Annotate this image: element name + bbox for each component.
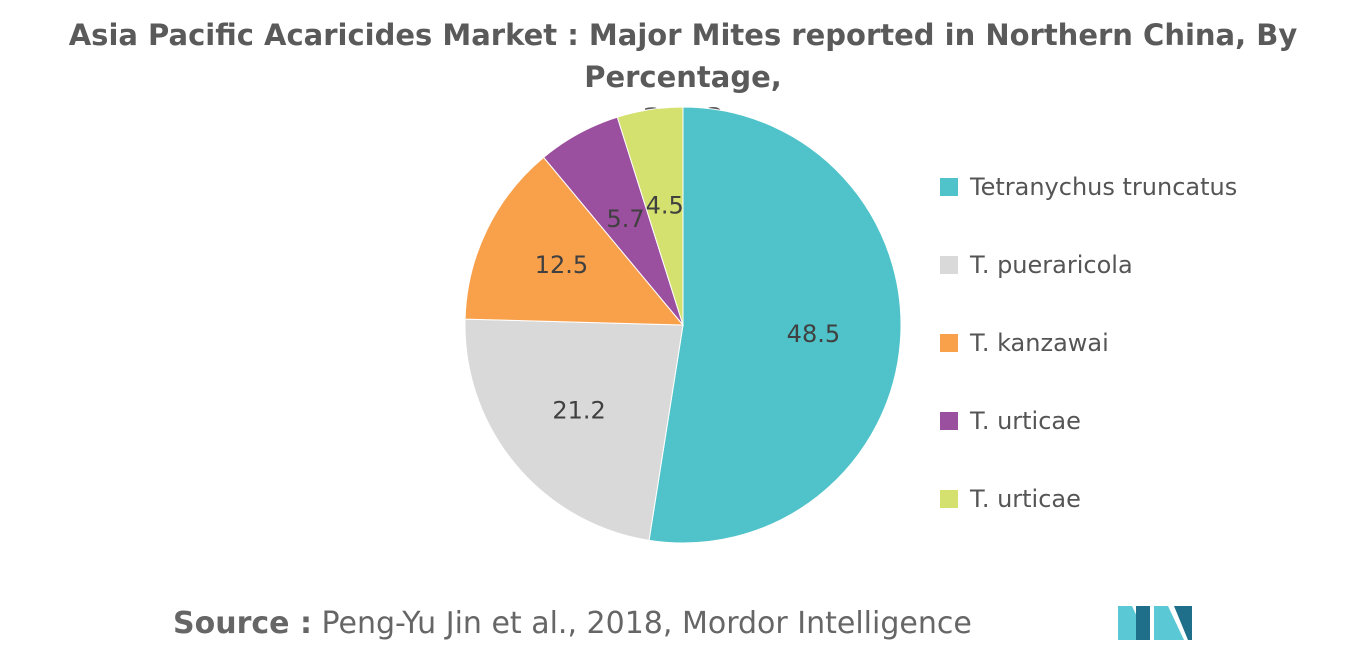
legend-swatch: [940, 334, 958, 352]
legend-label: T. urticae: [970, 485, 1081, 513]
legend-item: T. pueraricola: [940, 226, 1237, 304]
slice-value-label: 4.5: [646, 192, 684, 220]
legend-label: T. kanzawai: [970, 329, 1109, 357]
legend: Tetranychus truncatus T. pueraricola T. …: [940, 148, 1237, 538]
source-text: Peng-Yu Jin et al., 2018, Mordor Intelli…: [311, 606, 972, 641]
legend-swatch: [940, 178, 958, 196]
chart-title: Asia Pacific Acaricides Market : Major M…: [0, 14, 1366, 140]
slice-value-label: 21.2: [552, 396, 605, 424]
slice-value-label: 5.7: [606, 205, 644, 233]
slice-value-label: 12.5: [535, 251, 588, 279]
legend-item: Tetranychus truncatus: [940, 148, 1237, 226]
slice-value-label: 48.5: [787, 320, 840, 348]
source-note: Source : Peng-Yu Jin et al., 2018, Mordo…: [173, 606, 972, 641]
legend-item: T. urticae: [940, 382, 1237, 460]
legend-item: T. urticae: [940, 460, 1237, 538]
legend-swatch: [940, 490, 958, 508]
legend-label: Tetranychus truncatus: [970, 173, 1238, 201]
pie-slice: [464, 156, 685, 326]
pie-slice: [464, 318, 684, 541]
legend-swatch: [940, 256, 958, 274]
source-prefix: Source :: [173, 606, 312, 641]
pie-slice: [616, 106, 684, 326]
legend-label: T. urticae: [970, 407, 1081, 435]
chart-title-line-1: Asia Pacific Acaricides Market : Major M…: [68, 18, 1298, 94]
pie-slice: [648, 106, 902, 544]
legend-item: T. kanzawai: [940, 304, 1237, 382]
mordor-intelligence-logo: [1118, 606, 1192, 640]
legend-swatch: [940, 412, 958, 430]
legend-label: T. pueraricola: [970, 251, 1133, 279]
